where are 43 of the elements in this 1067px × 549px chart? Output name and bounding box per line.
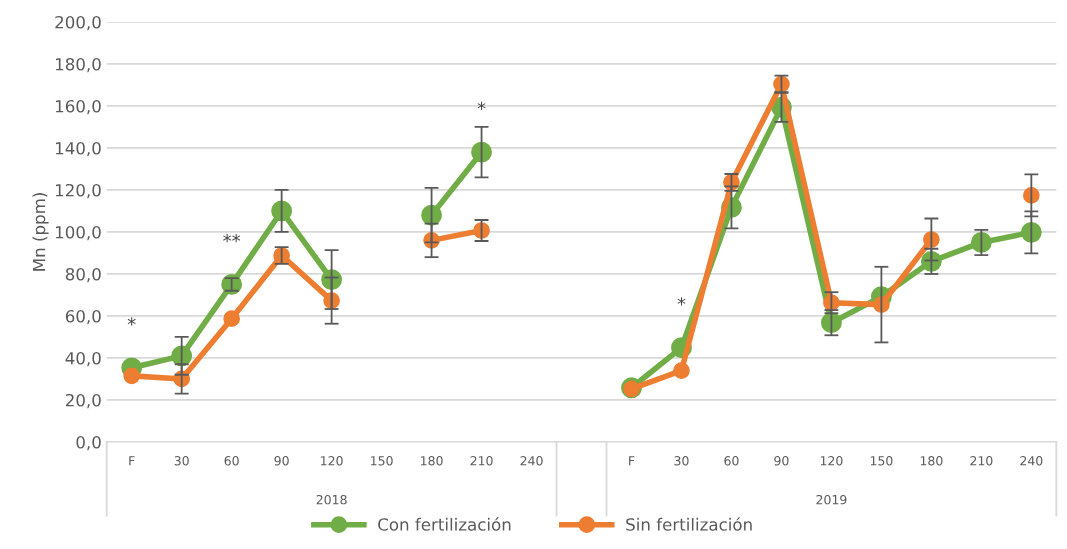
y-tick-label: 40,0 [65, 351, 101, 367]
y-tick-label: 200,0 [55, 15, 101, 31]
y-tick-label: 60,0 [65, 309, 101, 325]
text: 2018 [316, 494, 347, 505]
x-tick-label: 60 [724, 456, 739, 466]
point [471, 141, 492, 163]
x-tick-label: 180 [421, 456, 443, 466]
y-tick-label: 140,0 [55, 141, 101, 157]
x-tick-label: 120 [820, 456, 843, 466]
x-tick-label: 210 [970, 456, 993, 466]
point [223, 310, 240, 328]
y-tick-label: 180,0 [55, 57, 101, 73]
y-tick-label: 80,0 [65, 267, 101, 283]
y-tick-label: 0,0 [76, 435, 101, 451]
x-tick-label: 90 [274, 456, 289, 466]
point [673, 362, 690, 379]
y-tick-label: 120,0 [55, 183, 101, 199]
data-label: * [127, 317, 136, 326]
x-tick-label: 120 [321, 456, 343, 466]
data-label: ** [223, 233, 241, 243]
x-tick-label: 30 [174, 456, 189, 466]
x-tick-label: 150 [870, 456, 893, 466]
legend-label: Con fertilización [378, 517, 511, 531]
y-tick-label: 20,0 [65, 393, 101, 409]
x-tick-label: 60 [224, 456, 239, 466]
x-tick-label: F [629, 456, 635, 466]
x-tick-label: 240 [520, 456, 543, 466]
text: 2019 [816, 494, 847, 505]
y-tick-label: 100,0 [55, 225, 101, 241]
y-axis-title: Mn (ppm) [32, 193, 49, 271]
point [123, 367, 141, 385]
x-tick-label: 240 [1020, 456, 1043, 466]
x-tick-label: F [129, 456, 135, 466]
x-tick-label: 210 [470, 456, 493, 466]
x-tick-label: 30 [674, 456, 689, 466]
point [421, 204, 442, 226]
legend-label: Sin fertilización [626, 517, 752, 531]
data-label: * [477, 101, 486, 110]
x-tick-label: 180 [920, 456, 943, 466]
x-tick-label: 90 [774, 456, 789, 466]
y-tick-label: 160,0 [55, 99, 101, 115]
data-label: * [677, 297, 686, 306]
x-tick-label: 150 [371, 456, 393, 466]
